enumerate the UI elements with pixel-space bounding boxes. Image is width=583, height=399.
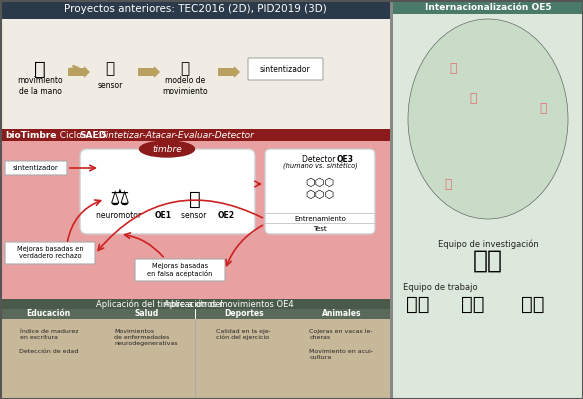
Text: . Ciclo: . Ciclo: [54, 130, 85, 140]
Text: Mejoras basadas
en falsa aceptación: Mejoras basadas en falsa aceptación: [147, 263, 213, 277]
Bar: [0, 0, 390, 19]
FancyArrow shape: [138, 66, 160, 78]
Bar: [0, 319, 390, 399]
Text: Animales: Animales: [321, 310, 361, 318]
Text: 🦾: 🦾: [189, 190, 201, 209]
Text: Aplicación del: Aplicación del: [164, 299, 226, 309]
FancyBboxPatch shape: [5, 161, 67, 175]
Text: 🇬🇧: 🇬🇧: [406, 294, 430, 314]
Text: :: :: [97, 130, 103, 140]
Bar: [0, 299, 390, 309]
Text: sintentizador: sintentizador: [259, 65, 310, 73]
Text: timbre: timbre: [152, 144, 182, 154]
Text: Internacionalización OE5: Internacionalización OE5: [424, 2, 552, 12]
Text: Test: Test: [313, 226, 327, 232]
Text: Detector: Detector: [302, 154, 338, 164]
Text: Calidad en la eje-
ción del ejercicio: Calidad en la eje- ción del ejercicio: [216, 329, 271, 340]
Text: sensor: sensor: [181, 211, 209, 221]
Text: Mejoras basadas en
verdadero rechazo: Mejoras basadas en verdadero rechazo: [17, 247, 83, 259]
Text: Educación: Educación: [27, 310, 71, 318]
Text: 📊: 📊: [180, 61, 189, 77]
FancyBboxPatch shape: [5, 242, 95, 264]
Text: Proyectos anteriores: TEC2016 (2D), PID2019 (3D): Proyectos anteriores: TEC2016 (2D), PID2…: [64, 4, 326, 14]
Text: neuromotor: neuromotor: [96, 211, 144, 221]
Ellipse shape: [139, 141, 195, 157]
Bar: [0, 309, 390, 319]
Text: (humano vs. sintético): (humano vs. sintético): [283, 161, 357, 169]
FancyArrow shape: [68, 66, 90, 78]
Bar: [393, 0, 583, 14]
Text: sensor: sensor: [97, 81, 122, 91]
Text: 📍: 📍: [449, 63, 456, 75]
Text: 📍: 📍: [444, 178, 452, 190]
FancyArrow shape: [218, 66, 240, 78]
Text: Salud: Salud: [134, 310, 159, 318]
Bar: [265, 213, 375, 214]
Bar: [265, 223, 375, 224]
Text: Sintetizar-Atacar-Evaluar-Detector: Sintetizar-Atacar-Evaluar-Detector: [101, 130, 255, 140]
Text: 🇱🇺: 🇱🇺: [461, 294, 484, 314]
Bar: [195, 309, 196, 319]
Bar: [390, 0, 393, 399]
Bar: [393, 0, 583, 399]
Text: OE2: OE2: [218, 211, 235, 221]
Text: 📡: 📡: [106, 61, 115, 77]
Text: modelo de
movimiento: modelo de movimiento: [162, 76, 208, 96]
Text: Detección de edad: Detección de edad: [19, 349, 79, 354]
Text: ⬡⬡⬡
⬡⬡⬡: ⬡⬡⬡ ⬡⬡⬡: [305, 178, 335, 200]
Text: Índice de madurez
en escritura: Índice de madurez en escritura: [19, 329, 78, 340]
Text: SAED: SAED: [79, 130, 106, 140]
Text: bioTimbre: bioTimbre: [5, 130, 57, 140]
Text: Equipo de investigación: Equipo de investigación: [438, 239, 538, 249]
FancyBboxPatch shape: [265, 149, 375, 234]
FancyBboxPatch shape: [248, 58, 323, 80]
Text: Aplicación del timbre a otros movimientos OE4: Aplicación del timbre a otros movimiento…: [96, 299, 294, 309]
Text: Equipo de trabajo: Equipo de trabajo: [403, 282, 477, 292]
Text: Movimientos
de enfermedades
neurodegenerativas: Movimientos de enfermedades neurodegener…: [114, 329, 178, 346]
Text: 📍: 📍: [469, 93, 477, 105]
Text: Movimiento en acui-
cultura: Movimiento en acui- cultura: [309, 349, 373, 360]
Text: Deportes: Deportes: [224, 310, 264, 318]
FancyBboxPatch shape: [80, 149, 255, 234]
Bar: [97, 309, 98, 319]
Bar: [0, 19, 390, 129]
Text: OE3: OE3: [336, 154, 353, 164]
Text: 🚶: 🚶: [34, 59, 46, 79]
Ellipse shape: [408, 19, 568, 219]
Text: 📍: 📍: [539, 103, 547, 115]
Bar: [0, 141, 390, 299]
Bar: [0, 318, 390, 319]
Text: 🇮🇹: 🇮🇹: [521, 294, 545, 314]
Text: 🇪🇸: 🇪🇸: [473, 249, 503, 273]
Text: movimiento
de la mano: movimiento de la mano: [17, 76, 63, 96]
FancyBboxPatch shape: [135, 259, 225, 281]
Text: sintentizador: sintentizador: [13, 165, 59, 171]
Text: Entrenamiento: Entrenamiento: [294, 216, 346, 222]
Text: OE1: OE1: [155, 211, 172, 221]
Bar: [0, 129, 390, 141]
Text: ⚖: ⚖: [110, 189, 130, 209]
Text: Cojeras en vacas le-
cheras: Cojeras en vacas le- cheras: [310, 329, 373, 340]
